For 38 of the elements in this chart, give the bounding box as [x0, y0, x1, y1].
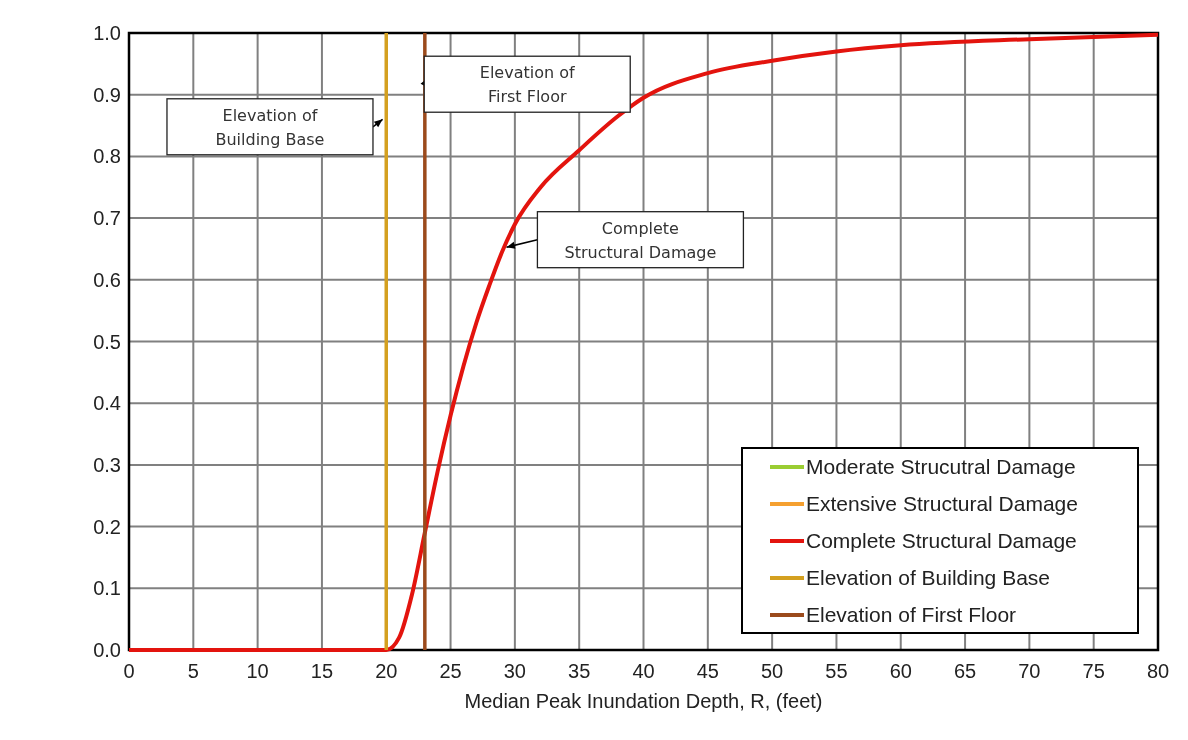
annotation: Elevation of Building Base	[215, 105, 325, 149]
legend-label: Elevation of Building Base	[806, 566, 1050, 589]
x-tick-label: 35	[568, 660, 591, 682]
x-tick-label: 20	[375, 660, 398, 682]
x-tick-label: 65	[953, 660, 977, 682]
y-tick-label: 0.9	[93, 83, 121, 106]
x-tick-label: 5	[187, 660, 199, 682]
x-axis-title: Median Peak Inundation Depth, R, (feet)	[464, 690, 823, 712]
x-tick-label: 0	[123, 660, 135, 682]
x-tick-label: 80	[1146, 660, 1170, 682]
y-tick-label: 0.5	[93, 330, 121, 353]
annotation: Elevation of First Floor	[479, 63, 575, 107]
x-tick-label: 75	[1082, 660, 1105, 682]
x-tick-label: 10	[246, 660, 269, 682]
legend-label: Elevation of First Floor	[806, 603, 1017, 626]
x-tick-label: 70	[1018, 660, 1041, 682]
legend-label: Extensive Structural Damage	[806, 492, 1078, 515]
x-tick-label: 60	[889, 660, 912, 682]
x-tick-label: 25	[439, 660, 462, 682]
x-tick-label: 40	[632, 660, 655, 682]
y-tick-label: 0.1	[93, 577, 121, 600]
y-tick-label: 0.4	[93, 392, 121, 415]
x-tick-label: 15	[310, 660, 334, 682]
y-tick-label: 0.0	[93, 639, 121, 661]
annotation: Complete Structural Damage	[564, 218, 717, 262]
x-tick-label: 30	[503, 660, 526, 682]
y-tick-label: 1.0	[93, 22, 121, 44]
legend-label: Complete Structural Damage	[806, 529, 1077, 552]
x-tick-label: 55	[825, 660, 848, 682]
y-tick-label: 0.6	[93, 268, 121, 291]
y-tick-label: 0.2	[93, 515, 121, 538]
x-tick-label: 45	[696, 660, 719, 682]
y-tick-label: 0.8	[93, 145, 121, 168]
y-tick-label: 0.7	[93, 207, 121, 230]
x-tick-label: 50	[761, 660, 784, 682]
line-series	[127, 32, 1160, 652]
legend-label: Moderate Strucutral Damage	[806, 455, 1076, 478]
y-tick-label: 0.3	[93, 453, 121, 476]
